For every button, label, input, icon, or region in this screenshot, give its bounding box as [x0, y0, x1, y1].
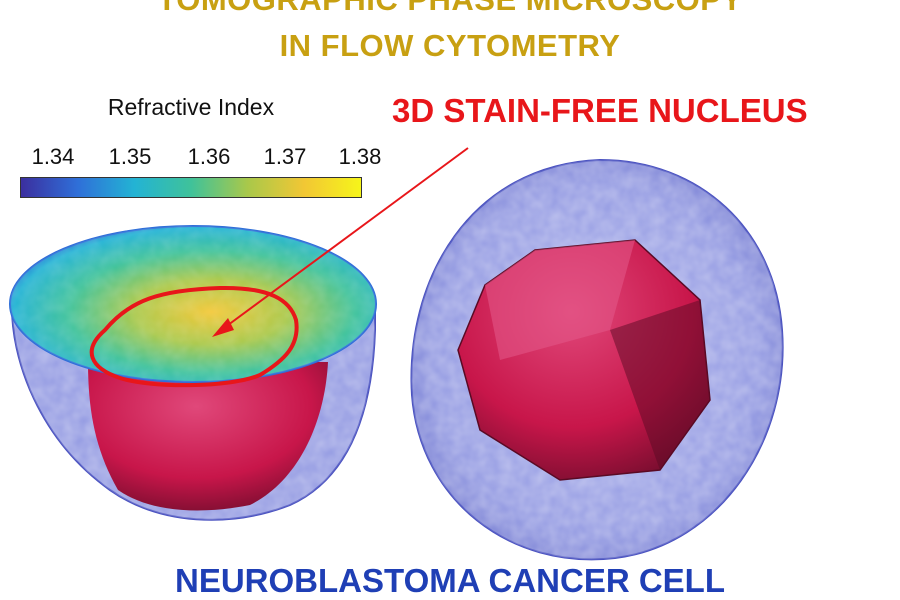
- nucleus-outline: [89, 285, 299, 388]
- nucleus-annotation-label: 3D STAIN-FREE NUCLEUS: [392, 92, 808, 129]
- colorbar-tick: 1.35: [108, 144, 152, 169]
- cut-cell-rendering: [9, 225, 377, 521]
- title-line-2: IN FLOW CYTOMETRY: [279, 28, 621, 63]
- colorbar-tick: 1.38: [338, 144, 382, 169]
- colorbar-tick: 1.37: [263, 144, 307, 169]
- colorbar-label: Refractive Index: [107, 94, 275, 120]
- annotation-arrow: [212, 147, 469, 337]
- colorbar-tick: 1.34: [31, 144, 75, 169]
- colorbar-tick: 1.36: [187, 144, 231, 169]
- nucleus-cut: [88, 362, 328, 511]
- nucleus-facet: [485, 240, 635, 360]
- whole-cell-rendering: [410, 158, 784, 561]
- refractive-index-colorbar: [20, 177, 362, 198]
- nucleus-facet: [610, 300, 710, 470]
- title-line-1: TOMOGRAPHIC PHASE MICROSCOPY: [0, 0, 900, 18]
- cut-surface-texture: [10, 226, 376, 382]
- cell-caption: NEUROBLASTOMA CANCER CELL: [175, 562, 725, 599]
